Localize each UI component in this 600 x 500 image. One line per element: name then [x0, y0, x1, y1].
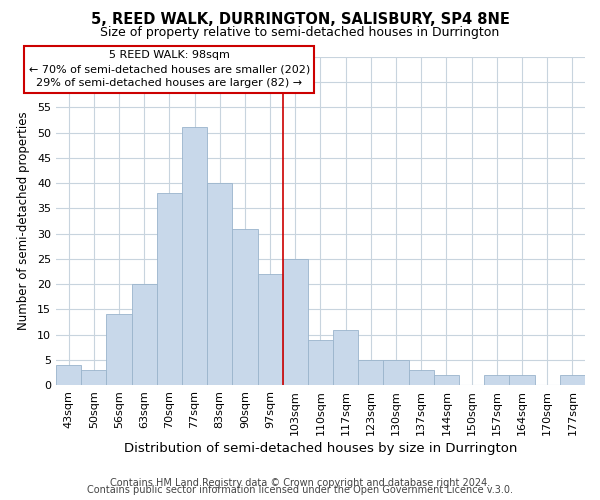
- Bar: [308, 340, 333, 385]
- Bar: [333, 330, 358, 385]
- Text: 5 REED WALK: 98sqm
← 70% of semi-detached houses are smaller (202)
29% of semi-d: 5 REED WALK: 98sqm ← 70% of semi-detache…: [29, 50, 310, 88]
- Bar: [509, 375, 535, 385]
- Bar: [484, 375, 509, 385]
- Bar: [383, 360, 409, 385]
- Text: Contains HM Land Registry data © Crown copyright and database right 2024.: Contains HM Land Registry data © Crown c…: [110, 478, 490, 488]
- Bar: [560, 375, 585, 385]
- Bar: [283, 259, 308, 385]
- Bar: [232, 228, 257, 385]
- Bar: [207, 183, 232, 385]
- Bar: [358, 360, 383, 385]
- Bar: [434, 375, 459, 385]
- Bar: [182, 128, 207, 385]
- Text: 5, REED WALK, DURRINGTON, SALISBURY, SP4 8NE: 5, REED WALK, DURRINGTON, SALISBURY, SP4…: [91, 12, 509, 28]
- Text: Contains public sector information licensed under the Open Government Licence v.: Contains public sector information licen…: [87, 485, 513, 495]
- Bar: [81, 370, 106, 385]
- Text: Size of property relative to semi-detached houses in Durrington: Size of property relative to semi-detach…: [100, 26, 500, 39]
- X-axis label: Distribution of semi-detached houses by size in Durrington: Distribution of semi-detached houses by …: [124, 442, 517, 455]
- Bar: [56, 365, 81, 385]
- Bar: [409, 370, 434, 385]
- Bar: [257, 274, 283, 385]
- Bar: [157, 193, 182, 385]
- Bar: [131, 284, 157, 385]
- Bar: [106, 314, 131, 385]
- Y-axis label: Number of semi-detached properties: Number of semi-detached properties: [17, 112, 30, 330]
